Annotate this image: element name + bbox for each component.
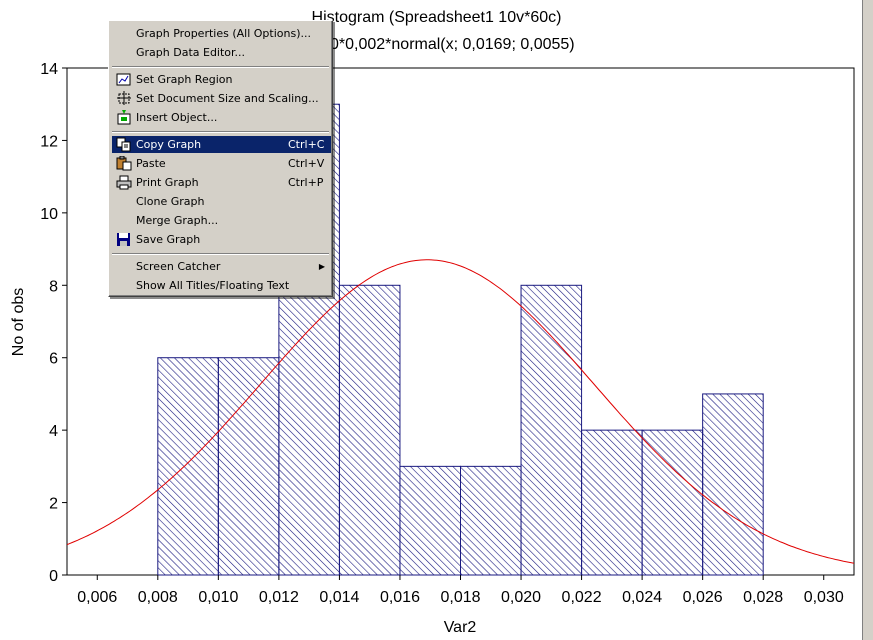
menu-item-label: Save Graph <box>136 233 201 246</box>
histogram-bar-3 <box>338 284 401 576</box>
x-tick-label: 0,028 <box>743 589 783 606</box>
menu-item-show-all-titles-floating-text[interactable]: Show All Titles/Floating Text <box>112 277 331 294</box>
menu-item-insert-object[interactable]: Insert Object... <box>112 109 331 126</box>
x-tick-label: 0,006 <box>77 589 117 606</box>
x-tick-label: 0,024 <box>622 589 662 606</box>
menu-item-shortcut: Ctrl+P <box>288 176 324 189</box>
menu-item-save-graph[interactable]: Save Graph <box>112 231 331 248</box>
menu-separator <box>112 66 329 68</box>
menu-item-clone-graph[interactable]: Clone Graph <box>112 193 331 210</box>
x-tick-label: 0,020 <box>501 589 541 606</box>
menu-item-label: Screen Catcher <box>136 260 221 273</box>
menu-item-set-document-size-and-scaling[interactable]: Set Document Size and Scaling... <box>112 90 331 107</box>
submenu-arrow-icon: ▶ <box>318 262 325 271</box>
histogram-bars <box>157 103 764 576</box>
menu-item-label: Print Graph <box>136 176 199 189</box>
graph-region-icon <box>116 72 132 87</box>
x-tick-label: 0,022 <box>562 589 602 606</box>
x-tick-label: 0,018 <box>440 589 480 606</box>
insert-object-icon <box>116 110 132 125</box>
chart-subtitle: 0*0,002*normal(x; 0,0169; 0,0055) <box>330 36 575 53</box>
paste-icon <box>116 155 132 171</box>
y-tick-label: 8 <box>49 278 58 295</box>
chart-title: Histogram (Spreadsheet1 10v*60c) <box>311 9 562 26</box>
normal-fit-curve <box>67 259 854 564</box>
histogram-bar-4 <box>399 465 462 576</box>
x-tick-label: 0,026 <box>683 589 723 606</box>
x-tick-label: 0,014 <box>319 589 359 606</box>
x-axis: 0,006 0,008 0,010 0,012 0,014 0,016 0,018 0,020… <box>77 575 844 606</box>
y-axis-label: No of obs <box>10 288 27 356</box>
x-tick-label: 0,012 <box>259 589 299 606</box>
y-tick-label: 6 <box>49 351 58 368</box>
menu-item-print-graph[interactable]: Print Graph Ctrl+P <box>112 174 331 191</box>
menu-item-label: Set Document Size and Scaling... <box>136 92 319 105</box>
menu-item-copy-graph[interactable]: Copy Graph Ctrl+C <box>112 136 331 153</box>
histogram-bar-0 <box>157 357 219 576</box>
y-tick-label: 0 <box>49 568 58 585</box>
menu-separator <box>112 253 329 255</box>
histogram-bar-8 <box>641 429 704 576</box>
menu-item-set-graph-region[interactable]: Set Graph Region <box>112 71 331 88</box>
y-tick-label: 10 <box>40 206 58 223</box>
y-tick-label: 14 <box>40 61 58 78</box>
y-tick-label: 2 <box>49 496 58 513</box>
x-tick-label: 0,030 <box>804 589 844 606</box>
histogram-bar-6 <box>520 284 583 576</box>
menu-item-label: Graph Properties (All Options)... <box>136 27 311 40</box>
menu-item-label: Merge Graph... <box>136 214 219 227</box>
floppy-disk-icon <box>116 232 132 247</box>
histogram-bar-5 <box>460 465 522 576</box>
context-menu[interactable]: Graph Properties (All Options)... Graph D… <box>108 20 333 297</box>
y-tick-label: 12 <box>40 133 58 150</box>
histogram-bar-1 <box>217 357 280 576</box>
menu-item-graph-data-editor[interactable]: Graph Data Editor... <box>112 44 331 61</box>
y-axis: 0 2 4 6 8 10 12 14 <box>40 61 67 585</box>
menu-item-screen-catcher[interactable]: Screen Catcher ▶ <box>112 258 331 275</box>
x-tick-label: 0,008 <box>138 589 178 606</box>
printer-icon <box>116 175 132 190</box>
x-axis-label: Var2 <box>444 619 477 636</box>
menu-item-label: Insert Object... <box>136 111 218 124</box>
histogram-bar-9 <box>702 393 764 576</box>
histogram-bar-7 <box>581 429 643 576</box>
document-size-icon <box>116 91 132 106</box>
menu-item-shortcut: Ctrl+C <box>288 138 325 151</box>
menu-item-label: Clone Graph <box>136 195 205 208</box>
menu-separator <box>112 131 329 133</box>
menu-item-merge-graph[interactable]: Merge Graph... <box>112 212 331 229</box>
x-tick-label: 0,010 <box>198 589 238 606</box>
menu-item-paste[interactable]: Paste Ctrl+V <box>112 155 331 172</box>
menu-item-label: Graph Data Editor... <box>136 46 246 59</box>
menu-item-label: Paste <box>136 157 166 170</box>
menu-item-label: Copy Graph <box>136 138 202 151</box>
x-tick-label: 0,016 <box>380 589 420 606</box>
window-right-edge <box>862 0 873 640</box>
menu-item-label: Show All Titles/Floating Text <box>136 279 290 292</box>
copy-icon <box>116 137 132 152</box>
menu-item-graph-properties-all-options[interactable]: Graph Properties (All Options)... <box>112 25 331 42</box>
menu-item-label: Set Graph Region <box>136 73 233 86</box>
menu-item-shortcut: Ctrl+V <box>288 157 325 170</box>
y-tick-label: 4 <box>49 423 58 440</box>
